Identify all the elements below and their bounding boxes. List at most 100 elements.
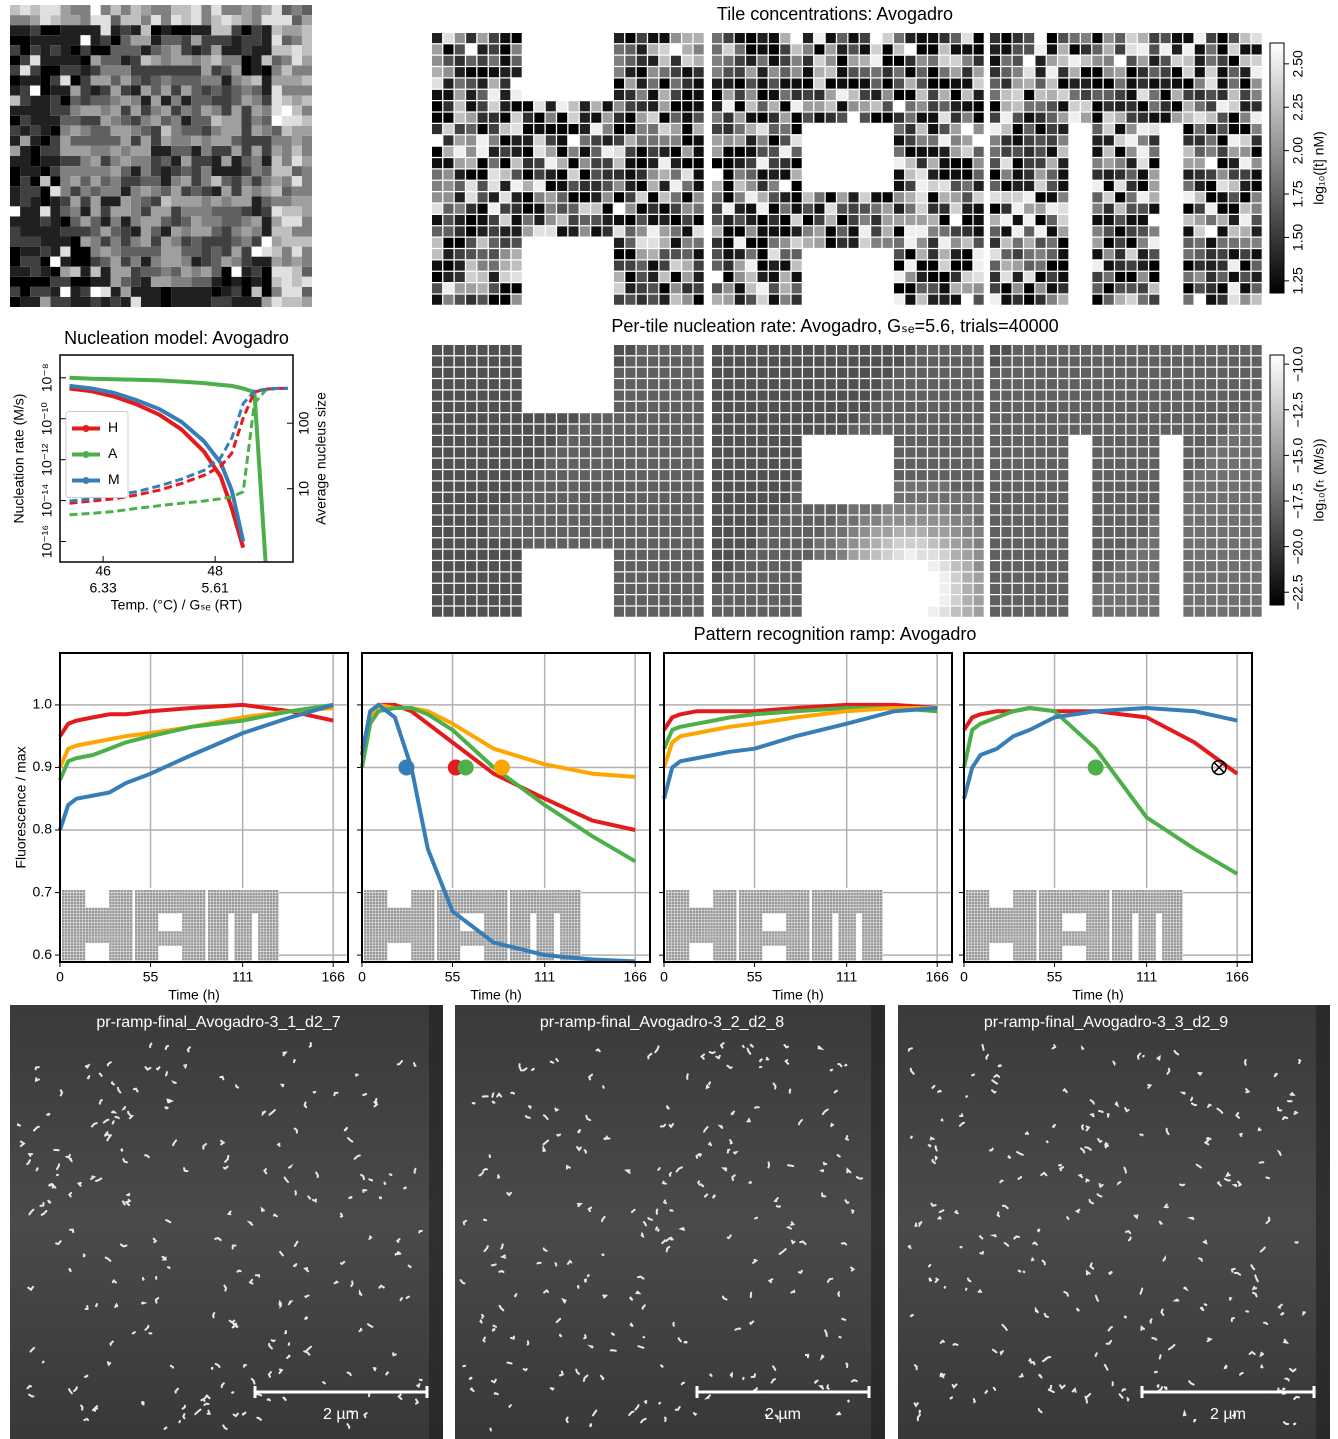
x-tick-label: 166: [926, 969, 950, 985]
scale-bar: [1140, 1386, 1316, 1398]
series-line: [360, 702, 636, 964]
x-tick-label: 111: [534, 969, 555, 985]
y-tick-label: 10⁻¹⁰: [39, 402, 55, 436]
heatmap-cells: [432, 33, 1262, 305]
inset-tiles: [666, 890, 883, 961]
x-tick-label: 111: [836, 969, 857, 985]
x-tick-label: 0: [358, 969, 366, 985]
x-tick-label: 166: [322, 969, 346, 985]
plot-frame: [59, 652, 349, 963]
legend-marker: [82, 425, 90, 432]
x-tick-label: 111: [232, 969, 253, 985]
x-tick-label: 46: [95, 563, 111, 579]
secondary-x-tick-label: 5.61: [202, 580, 229, 596]
image-title: pr-ramp-final_Avogadro-3_2_d2_8: [540, 1014, 784, 1031]
y-tick-label: 10⁻¹²: [39, 443, 55, 476]
chart-title: Per-tile nucleation rate: Avogadro, Gₛₑ=…: [611, 316, 1058, 336]
y-axis-label: Fluorescence / max: [13, 746, 29, 868]
colorbar-tick-label: −22.5: [1290, 574, 1306, 610]
scale-bar-label: 2 µm: [765, 1406, 801, 1423]
afm-edge: [871, 1005, 885, 1439]
marker: [493, 759, 510, 776]
afm-particles: [459, 1042, 864, 1432]
colorbar: [1269, 354, 1285, 606]
heatmap-cells: [443, 33, 1262, 305]
x-axis-label: Time (h): [470, 987, 522, 1003]
y-axis-label: Nucleation rate (M/s): [11, 394, 27, 524]
series-line: [69, 383, 246, 542]
secondary-x-tick-label: 6.33: [90, 580, 117, 596]
chart-title: Tile concentrations: Avogadro: [717, 4, 953, 24]
series-line: [58, 702, 334, 831]
series-line: [69, 386, 288, 505]
afm-edge: [429, 1005, 443, 1439]
series-line: [69, 386, 246, 549]
colorbar-tick-label: −12.5: [1290, 392, 1306, 428]
scale-bar: [253, 1386, 429, 1398]
colorbar-label: log₁₀([t] nM): [1311, 131, 1327, 205]
colorbar-tick-label: −20.0: [1290, 529, 1306, 565]
colorbar-tick-label: −10.0: [1290, 346, 1306, 382]
plot-frame: [361, 652, 651, 963]
legend-label: H: [108, 419, 118, 435]
scale-bar-label: 2 µm: [323, 1406, 359, 1423]
colorbar: [1269, 42, 1285, 294]
heatmap-cells: [894, 561, 939, 617]
x-tick-label: 111: [1136, 969, 1157, 985]
marker: [1211, 759, 1227, 776]
x-tick-label: 55: [747, 969, 763, 985]
y-tick-label: 0.7: [33, 883, 53, 899]
x-tick-label: 48: [207, 563, 223, 579]
x-tick-label: 55: [445, 969, 461, 985]
heatmap-cells: [814, 401, 1262, 617]
scale-bar-label: 2 µm: [1210, 1406, 1246, 1423]
scale-bar: [695, 1386, 871, 1398]
x-axis-label: Time (h): [772, 987, 824, 1003]
chart-title: Nucleation model: Avogadro: [64, 328, 289, 348]
colorbar-tick-label: 2.00: [1290, 137, 1306, 164]
series-line: [962, 706, 1239, 876]
afm-image: [898, 1005, 1330, 1439]
series-line: [662, 702, 938, 731]
legend-marker: [82, 451, 90, 458]
x-tick-label: 55: [143, 969, 159, 985]
series-line: [962, 706, 1238, 800]
image-title: pr-ramp-final_Avogadro-3_3_d2_9: [984, 1014, 1228, 1031]
x-tick-label: 0: [660, 969, 668, 985]
plot-frame: [59, 354, 294, 563]
afm-image: [10, 1005, 443, 1439]
marker: [1087, 759, 1104, 776]
y-tick-label: 10⁻⁸: [39, 363, 55, 392]
portrait-pixels: [60, 5, 313, 297]
colorbar-label: log₁₀(rₜ (M/s)): [1311, 438, 1327, 521]
series-line: [662, 706, 938, 769]
heatmap-cells: [432, 345, 1012, 617]
y-tick-label: 0.6: [33, 946, 53, 962]
heatmap-cells: [488, 345, 1262, 617]
image-title: pr-ramp-final_Avogadro-3_1_d2_7: [96, 1014, 340, 1031]
y-tick-label: 1.0: [33, 696, 53, 712]
series-line: [662, 706, 938, 750]
heatmap-cells: [894, 549, 950, 617]
legend-label: M: [108, 471, 120, 487]
afm-particles: [16, 1042, 423, 1430]
x-axis-label: Temp. (°C) / Gₛₑ (RT): [111, 597, 243, 613]
afm-edge: [1316, 1005, 1330, 1439]
series-line: [58, 702, 334, 781]
y2-axis-label: Average nucleus size: [313, 392, 329, 525]
series-line: [58, 702, 334, 738]
colorbar-tick-label: 1.75: [1290, 180, 1306, 207]
inset-tiles: [62, 890, 279, 961]
y-tick-label: 0.9: [33, 758, 53, 774]
x-tick-label: 166: [624, 969, 648, 985]
y2-tick-label: 10: [296, 481, 312, 497]
colorbar-tick-label: 2.25: [1290, 93, 1306, 120]
suptitle: Pattern recognition ramp: Avogadro: [694, 624, 977, 644]
x-tick-label: 0: [960, 969, 968, 985]
colorbar-tick-label: 2.50: [1290, 50, 1306, 77]
series-line: [69, 386, 288, 517]
x-axis-label: Time (h): [1072, 987, 1124, 1003]
portrait-pixels: [20, 5, 312, 307]
marker: [398, 759, 415, 776]
inset-tiles: [364, 890, 581, 961]
